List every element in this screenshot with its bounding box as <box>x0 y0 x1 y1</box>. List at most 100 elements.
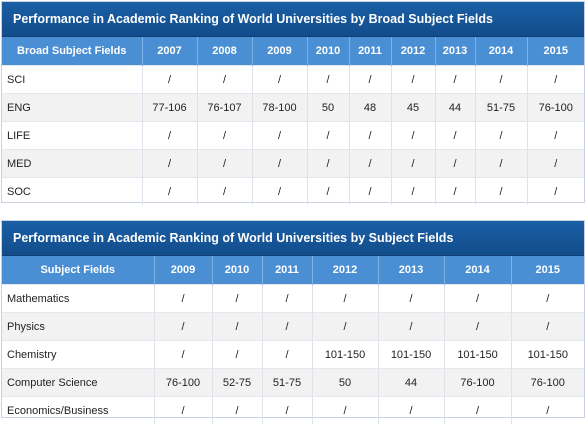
table-row: MED / / / / / / / / / <box>2 150 584 178</box>
table-cell: / <box>391 122 435 150</box>
table-cell: / <box>527 66 584 94</box>
table-cell: / <box>212 341 262 369</box>
table-cell: / <box>391 66 435 94</box>
table-cell: / <box>435 122 475 150</box>
column-header: 2010 <box>212 256 262 285</box>
table-cell: 50 <box>307 94 349 122</box>
table-cell: 101-150 <box>511 341 584 369</box>
table-cell: 76-100 <box>154 369 212 397</box>
table-cell: 101-150 <box>312 341 378 369</box>
column-header: 2009 <box>252 37 307 66</box>
table-cell: / <box>142 150 197 178</box>
table-row: ENG 77-106 76-107 78-100 50 48 45 44 51-… <box>2 94 584 122</box>
table-cell: / <box>307 150 349 178</box>
table-cell: / <box>142 66 197 94</box>
column-header: 2007 <box>142 37 197 66</box>
table-cell: / <box>197 150 252 178</box>
broad-subject-title: Performance in Academic Ranking of World… <box>2 2 584 37</box>
table-cell: / <box>378 285 444 313</box>
table-cell: 77-106 <box>142 94 197 122</box>
table-row: Economics/Business / / / / / / / <box>2 397 584 424</box>
table-cell: / <box>312 285 378 313</box>
column-header: 2012 <box>312 256 378 285</box>
table-cell: / <box>475 66 527 94</box>
table-cell: 52-75 <box>212 369 262 397</box>
column-header: 2013 <box>435 37 475 66</box>
table-cell: / <box>197 66 252 94</box>
table-cell: / <box>435 66 475 94</box>
table-cell: / <box>475 150 527 178</box>
table-row: SCI / / / / / / / / / <box>2 66 584 94</box>
row-label: ENG <box>2 94 142 122</box>
row-label: Computer Science <box>2 369 154 397</box>
table-cell: / <box>349 66 391 94</box>
table-cell: / <box>435 150 475 178</box>
table-cell: / <box>511 313 584 341</box>
table-cell: / <box>475 122 527 150</box>
table-cell: / <box>391 150 435 178</box>
subject-title: Performance in Academic Ranking of World… <box>2 221 584 256</box>
table-cell: 101-150 <box>378 341 444 369</box>
row-label: MED <box>2 150 142 178</box>
table-cell: / <box>154 285 212 313</box>
table-cell: 44 <box>378 369 444 397</box>
subject-panel: Performance in Academic Ranking of World… <box>1 220 585 418</box>
table-row: SOC / / / / / / / / / <box>2 178 584 206</box>
table-cell: / <box>197 122 252 150</box>
table-cell: / <box>252 122 307 150</box>
table-cell: 76-100 <box>527 94 584 122</box>
column-header: 2014 <box>475 37 527 66</box>
broad-subject-table: Broad Subject Fields 2007 2008 2009 2010… <box>2 37 584 205</box>
column-header: 2011 <box>349 37 391 66</box>
table-cell: / <box>349 150 391 178</box>
table-cell: / <box>391 178 435 206</box>
table-cell: / <box>527 178 584 206</box>
table-cell: 50 <box>312 369 378 397</box>
table-cell: / <box>262 285 312 313</box>
row-label: Economics/Business <box>2 397 154 424</box>
column-header: 2015 <box>527 37 584 66</box>
table-cell: / <box>475 178 527 206</box>
column-header: 2010 <box>307 37 349 66</box>
table-cell: / <box>307 122 349 150</box>
table-row: LIFE / / / / / / / / / <box>2 122 584 150</box>
table-cell: 76-107 <box>197 94 252 122</box>
table-cell: / <box>527 150 584 178</box>
table-cell: / <box>312 313 378 341</box>
table-cell: / <box>154 397 212 424</box>
table-cell: / <box>154 341 212 369</box>
table-cell: / <box>444 313 511 341</box>
table-header-row: Broad Subject Fields 2007 2008 2009 2010… <box>2 37 584 66</box>
column-header: Subject Fields <box>2 256 154 285</box>
column-header: Broad Subject Fields <box>2 37 142 66</box>
table-cell: / <box>378 313 444 341</box>
table-cell: / <box>197 178 252 206</box>
row-label: SOC <box>2 178 142 206</box>
table-cell: 51-75 <box>262 369 312 397</box>
table-cell: 78-100 <box>252 94 307 122</box>
table-cell: / <box>142 178 197 206</box>
table-cell: 44 <box>435 94 475 122</box>
table-cell: / <box>444 397 511 424</box>
table-cell: / <box>212 397 262 424</box>
table-cell: / <box>378 397 444 424</box>
table-cell: / <box>262 341 312 369</box>
table-cell: / <box>349 122 391 150</box>
table-cell: 45 <box>391 94 435 122</box>
column-header: 2015 <box>511 256 584 285</box>
subject-table: Subject Fields 2009 2010 2011 2012 2013 … <box>2 256 584 424</box>
table-cell: / <box>212 285 262 313</box>
table-cell: / <box>511 397 584 424</box>
table-cell: / <box>307 66 349 94</box>
table-row: Computer Science 76-100 52-75 51-75 50 4… <box>2 369 584 397</box>
table-cell: / <box>154 313 212 341</box>
table-row: Physics / / / / / / / <box>2 313 584 341</box>
table-cell: / <box>142 122 197 150</box>
table-cell: / <box>435 178 475 206</box>
column-header: 2012 <box>391 37 435 66</box>
row-label: Mathematics <box>2 285 154 313</box>
row-label: SCI <box>2 66 142 94</box>
table-cell: / <box>307 178 349 206</box>
row-label: Chemistry <box>2 341 154 369</box>
table-cell: / <box>527 122 584 150</box>
